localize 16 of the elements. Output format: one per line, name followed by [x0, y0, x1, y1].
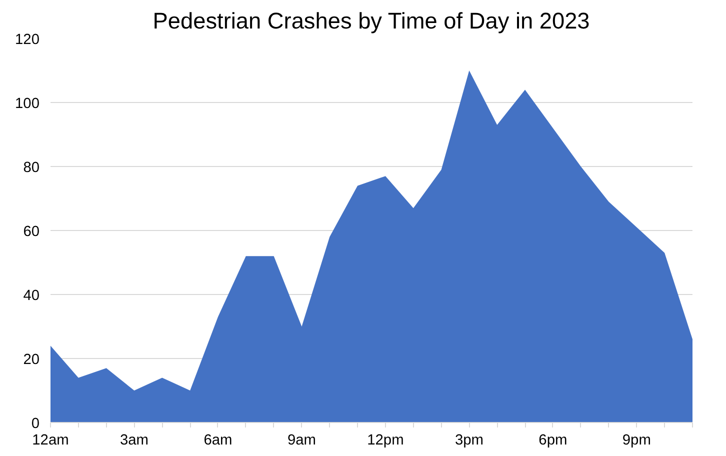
x-tick-label: 3am — [120, 432, 148, 448]
y-tick-label: 80 — [23, 160, 40, 176]
x-tick-label: 9am — [287, 432, 316, 448]
x-tick-label: 6am — [204, 432, 232, 448]
chart-title: Pedestrian Crashes by Time of Day in 2023 — [152, 8, 590, 34]
y-tick-label: 0 — [31, 416, 40, 432]
x-tick-label: 9pm — [622, 432, 651, 448]
x-tick-label: 12am — [32, 432, 69, 448]
x-tick-label: 6pm — [538, 432, 568, 448]
y-tick-label: 40 — [23, 288, 40, 304]
y-tick-label: 60 — [23, 224, 40, 240]
x-tick-label: 12pm — [367, 432, 404, 448]
x-tick-label: 3pm — [454, 432, 484, 448]
y-tick-label: 20 — [23, 352, 40, 368]
y-tick-label: 120 — [15, 32, 40, 48]
y-tick-label: 100 — [15, 96, 40, 112]
